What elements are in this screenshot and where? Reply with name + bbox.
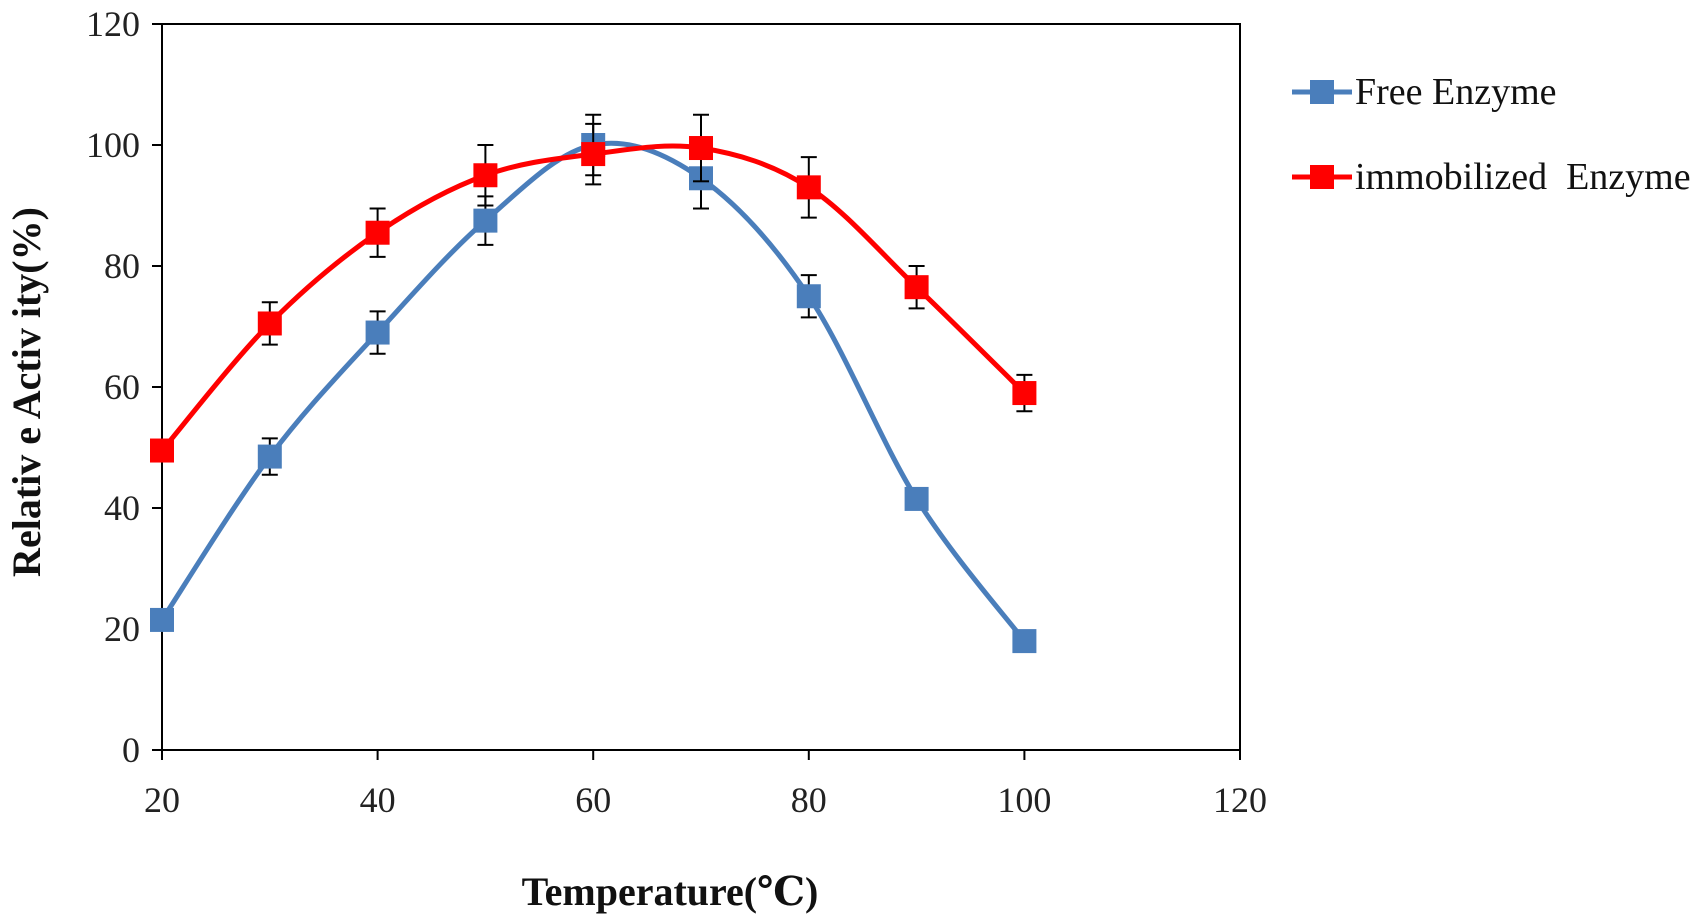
x-axis-title: Temperature(℃) — [522, 869, 819, 914]
legend-marker — [1310, 80, 1334, 104]
legend: Free Enzyme immobilized Enzyme — [1292, 71, 1691, 198]
legend-label: Free Enzyme — [1355, 71, 1557, 113]
x-tick-label: 120 — [1213, 780, 1267, 820]
x-tick-label: 20 — [144, 780, 180, 820]
y-tick-label: 20 — [104, 609, 140, 649]
data-point — [689, 136, 713, 161]
data-point — [904, 275, 929, 300]
data-point — [365, 220, 390, 245]
x-tick-label: 100 — [997, 780, 1051, 820]
x-tick-label: 40 — [360, 780, 396, 820]
y-axis-title: Relativ e Activ ity(%) — [4, 207, 49, 577]
y-tick-label: 0 — [122, 730, 140, 770]
series-layer — [150, 113, 1037, 654]
legend-item: Free Enzyme — [1292, 71, 1557, 113]
data-point — [150, 438, 174, 463]
data-point — [1012, 381, 1037, 406]
data-point — [150, 607, 174, 632]
x-tick-label: 60 — [575, 780, 611, 820]
y-tick-label: 40 — [104, 488, 140, 528]
y-tick-label: 60 — [104, 367, 140, 407]
data-point — [796, 175, 821, 200]
data-point — [473, 163, 498, 188]
y-tick-label: 100 — [86, 125, 140, 165]
y-tick-label: 80 — [104, 246, 140, 286]
series-line — [160, 143, 1027, 453]
legend-label: immobilized Enzyme — [1355, 156, 1691, 198]
series-line — [159, 140, 1027, 643]
data-point — [1012, 629, 1037, 654]
data-point — [257, 311, 282, 336]
legend-item: immobilized Enzyme — [1292, 156, 1691, 198]
data-point — [796, 284, 821, 309]
legend-marker — [1310, 165, 1334, 189]
data-point — [365, 320, 390, 345]
data-point — [904, 486, 929, 511]
x-axis-ticks: 20 40 60 80 100 120 — [144, 750, 1267, 820]
series-immobilized-enzyme — [150, 113, 1037, 463]
x-tick-label: 80 — [791, 780, 827, 820]
y-tick-label: 120 — [86, 4, 140, 44]
y-axis-ticks: 0 20 40 60 80 100 120 — [86, 4, 162, 770]
data-point — [581, 142, 606, 167]
data-point — [473, 208, 498, 233]
series-free-enzyme — [150, 113, 1037, 654]
data-point — [257, 444, 282, 469]
